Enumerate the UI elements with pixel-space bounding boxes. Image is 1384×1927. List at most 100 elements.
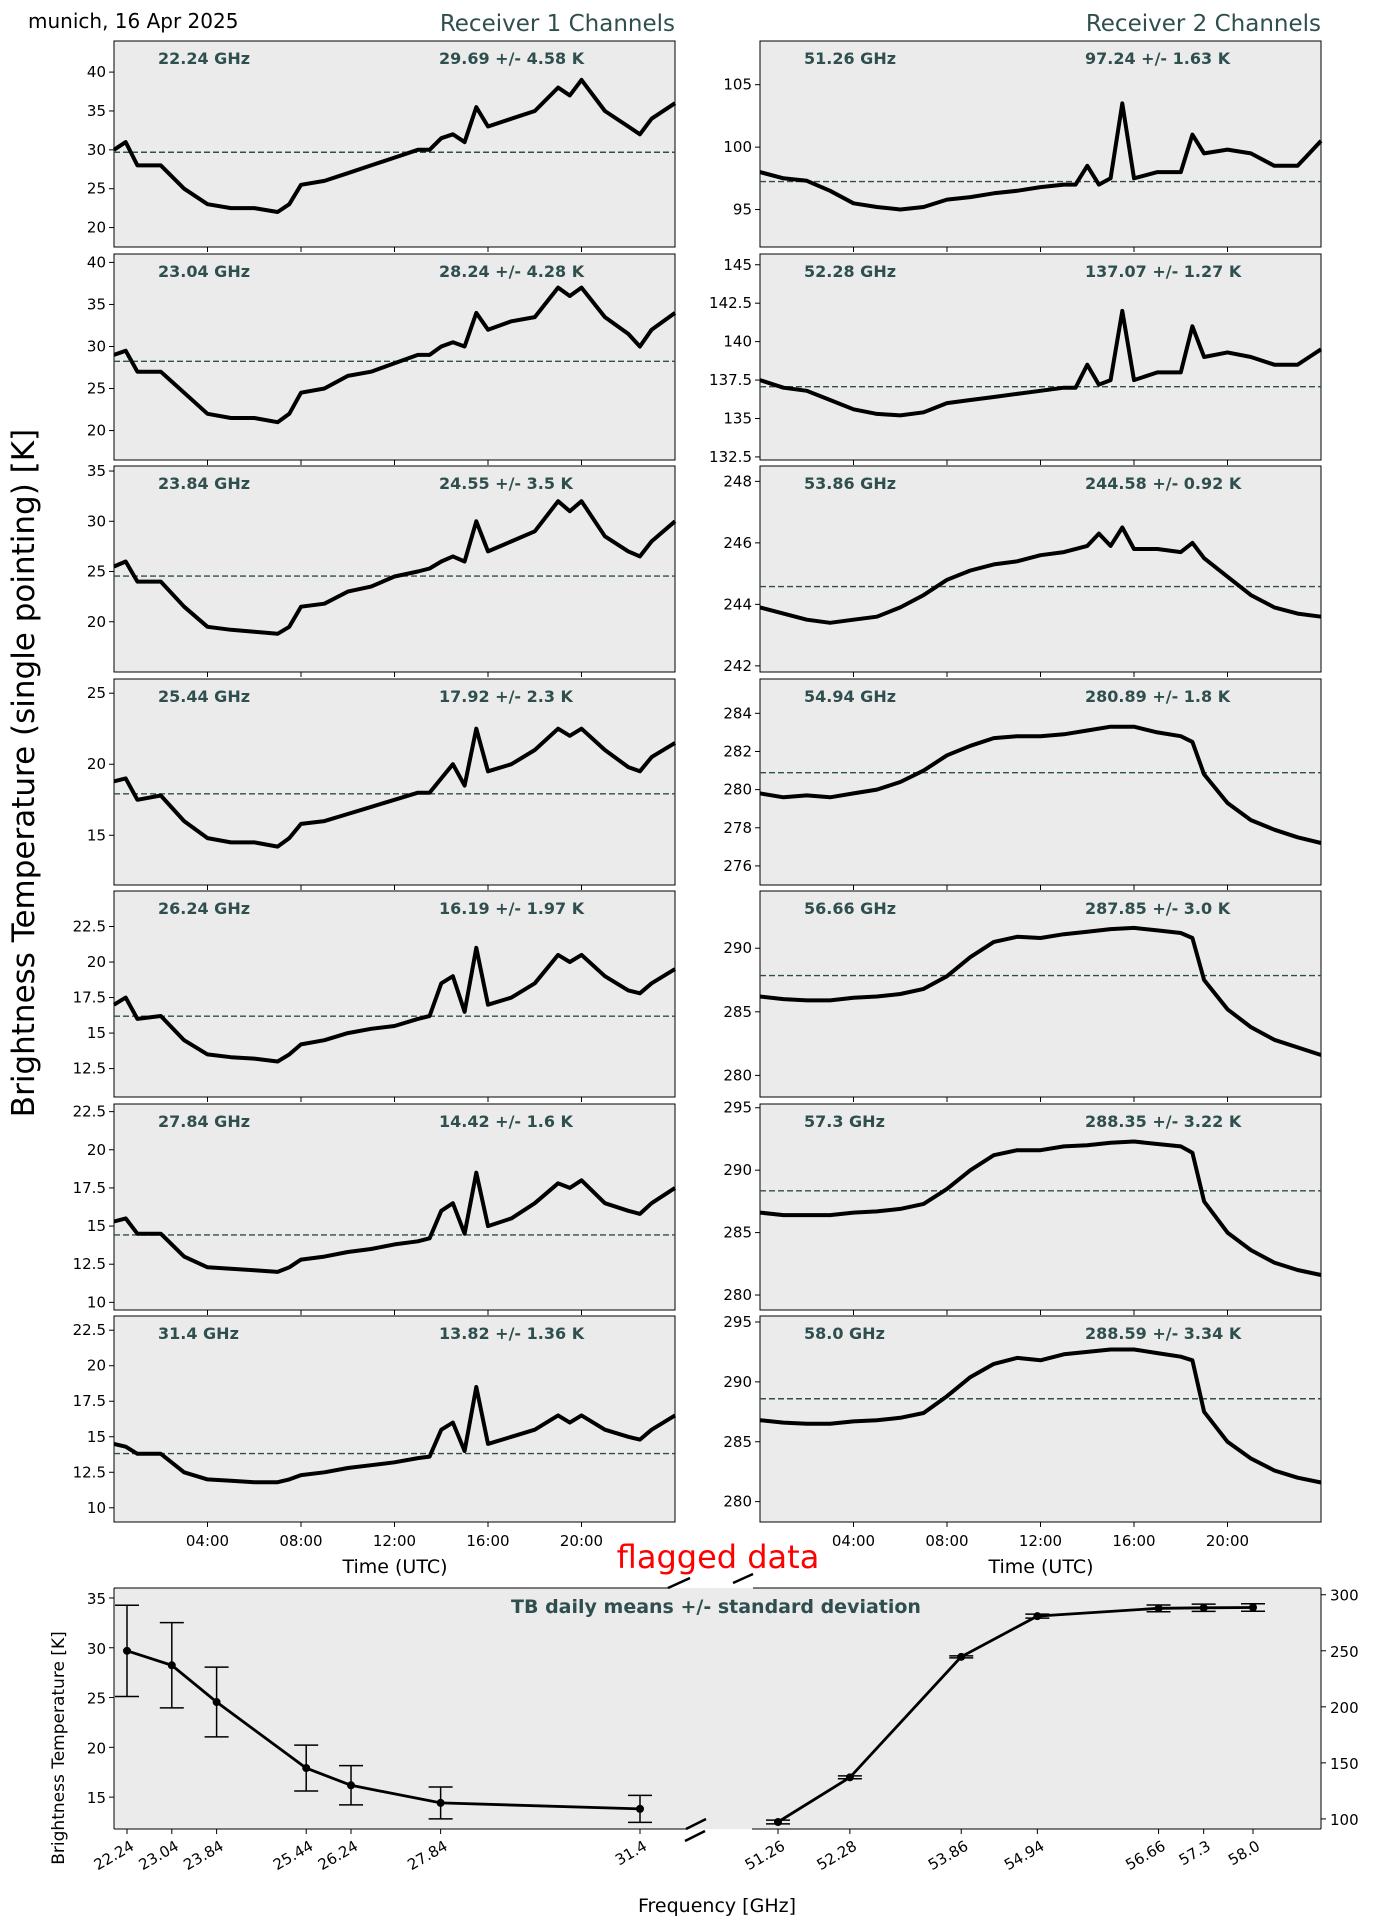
panel-frame xyxy=(759,1315,1322,1523)
channel-frequency-label: 57.3 GHz xyxy=(804,1112,885,1131)
right-y-tick-label: 300 xyxy=(1330,1587,1359,1605)
right-mean-point xyxy=(1199,1603,1208,1612)
y-tick-label: 35 xyxy=(87,102,106,120)
y-tick-label: 20 xyxy=(87,755,106,773)
y-tick-label: 17.5 xyxy=(73,1179,106,1197)
daily-means-chart: TB daily means +/- standard deviation Fre… xyxy=(49,1572,1359,1917)
y-axis-label: Brightness Temperature (single pointing)… xyxy=(6,429,42,1117)
left-mean-point xyxy=(212,1698,221,1707)
channel-frequency-label: 26.24 GHz xyxy=(158,899,250,918)
time-tick-label: 20:00 xyxy=(1206,1532,1249,1550)
tb-trace xyxy=(112,945,677,1064)
y-tick-label: 10 xyxy=(87,1499,106,1517)
left-x-tick-label: 31.4 xyxy=(612,1837,650,1869)
panel-54-94-GHz: 276 278 280 282 284 54.94 GHz 280.89 +/- 1.8 K xyxy=(723,678,1322,890)
time-tick-label: 16:00 xyxy=(466,1532,509,1550)
y-tick-label: 30 xyxy=(87,337,106,355)
y-tick-label: 10 xyxy=(87,1293,106,1311)
time-tick-label: 08:00 xyxy=(279,1532,322,1550)
y-tick-label: 295 xyxy=(723,1099,752,1117)
channel-frequency-label: 25.44 GHz xyxy=(158,687,250,706)
left-x-tick-label: 23.04 xyxy=(136,1837,182,1874)
right-x-tick-label: 54.94 xyxy=(1001,1837,1047,1874)
y-tick-label: 244 xyxy=(723,595,752,613)
timeseries-panels: 20 25 30 35 40 22.24 GHz 29.69 +/- 4.58 K 20 25 3… xyxy=(73,40,1323,1550)
right-x-tick-label: 57.3 xyxy=(1176,1837,1214,1869)
channel-frequency-label: 52.28 GHz xyxy=(804,262,896,281)
panel-frame xyxy=(759,1103,1322,1311)
panel-52-28-GHz: 132.5 135 137.5 140 142.5 145 52.28 GHz 137.07 … xyxy=(709,253,1323,466)
tb-trace xyxy=(113,499,677,636)
left-y-tick-label: 20 xyxy=(87,1739,106,1757)
errorbar-ylabel: Brightness Temperature [K] xyxy=(49,1631,69,1864)
receiver1-title: Receiver 1 Channels xyxy=(440,11,675,37)
time-tick-label: 12:00 xyxy=(373,1532,416,1550)
panel-51-26-GHz: 95 100 105 51.26 GHz 97.24 +/- 1.63 K xyxy=(723,40,1323,252)
tb-trace xyxy=(759,1139,1322,1277)
panel-25-44-GHz: 15 20 25 25.44 GHz 17.92 +/- 2.3 K xyxy=(87,678,677,890)
tb-trace xyxy=(759,1347,1322,1485)
y-tick-label: 22.5 xyxy=(73,1321,106,1339)
channel-stats-label: 137.07 +/- 1.27 K xyxy=(1085,262,1242,281)
y-tick-label: 15 xyxy=(87,1024,106,1042)
panel-frame xyxy=(759,465,1322,673)
y-tick-label: 284 xyxy=(723,704,752,722)
channel-stats-label: 13.82 +/- 1.36 K xyxy=(439,1324,585,1343)
left-mean-point xyxy=(123,1646,131,1655)
errorbar-axes-bg xyxy=(114,1588,1321,1829)
panel-frame xyxy=(759,678,1322,886)
right-mean-point xyxy=(774,1818,782,1827)
left-x-tick-label: 26.24 xyxy=(315,1837,361,1874)
channel-frequency-label: 27.84 GHz xyxy=(158,1112,250,1131)
y-tick-label: 25 xyxy=(87,684,106,702)
y-tick-label: 246 xyxy=(723,534,752,552)
panel-frame xyxy=(113,253,676,461)
y-tick-label: 105 xyxy=(723,76,752,94)
channel-stats-label: 97.24 +/- 1.63 K xyxy=(1085,49,1231,68)
time-tick-label: 16:00 xyxy=(1112,1532,1155,1550)
left-mean-point xyxy=(347,1781,356,1790)
axis-break-mark xyxy=(684,1829,706,1843)
y-tick-label: 140 xyxy=(723,333,752,351)
y-tick-label: 276 xyxy=(723,857,752,875)
y-tick-label: 15 xyxy=(87,826,106,844)
y-tick-label: 20 xyxy=(87,219,106,237)
time-tick-label: 12:00 xyxy=(1019,1532,1062,1550)
y-tick-label: 20 xyxy=(87,953,106,971)
y-tick-label: 30 xyxy=(87,141,106,159)
time-tick-label: 20:00 xyxy=(560,1532,603,1550)
y-tick-label: 280 xyxy=(723,1493,752,1511)
tb-trace xyxy=(759,101,1323,212)
time-tick-label: 04:00 xyxy=(186,1532,229,1550)
panel-frame xyxy=(113,890,676,1098)
right-x-tick-label: 56.66 xyxy=(1122,1837,1168,1874)
y-tick-label: 242 xyxy=(723,657,752,675)
right-mean-point xyxy=(1249,1603,1257,1612)
left-y-tick-label: 15 xyxy=(87,1789,106,1807)
axis-break-mark xyxy=(667,1576,691,1590)
channel-frequency-label: 51.26 GHz xyxy=(804,49,896,68)
panel-31-4-GHz: 10 12.5 15 17.5 20 22.5 31.4 GHz 13.82 +/- 1.36… xyxy=(73,1315,677,1550)
y-tick-label: 285 xyxy=(723,1224,752,1242)
channel-frequency-label: 31.4 GHz xyxy=(158,1324,239,1343)
channel-stats-label: 29.69 +/- 4.58 K xyxy=(439,49,585,68)
panel-frame xyxy=(113,1315,676,1523)
tb-trace xyxy=(759,525,1322,625)
y-tick-label: 20 xyxy=(87,422,106,440)
tb-trace xyxy=(759,925,1322,1057)
channel-stats-label: 288.35 +/- 3.22 K xyxy=(1085,1112,1242,1131)
tb-trace xyxy=(759,724,1322,845)
y-tick-label: 30 xyxy=(87,512,106,530)
panel-frame xyxy=(113,678,676,886)
tb-trace xyxy=(112,77,677,214)
left-y-tick-label: 25 xyxy=(87,1690,106,1708)
channel-frequency-label: 53.86 GHz xyxy=(804,474,896,493)
y-tick-label: 35 xyxy=(87,295,106,313)
right-y-tick-label: 200 xyxy=(1330,1699,1359,1717)
panel-57-3-GHz: 280 285 290 295 57.3 GHz 288.35 +/- 3.22 K xyxy=(723,1099,1322,1315)
panel-frame xyxy=(113,465,676,673)
y-tick-label: 282 xyxy=(723,742,752,760)
y-tick-label: 15 xyxy=(87,1428,106,1446)
right-y-tick-label: 250 xyxy=(1330,1643,1359,1661)
y-tick-label: 280 xyxy=(723,1286,752,1304)
